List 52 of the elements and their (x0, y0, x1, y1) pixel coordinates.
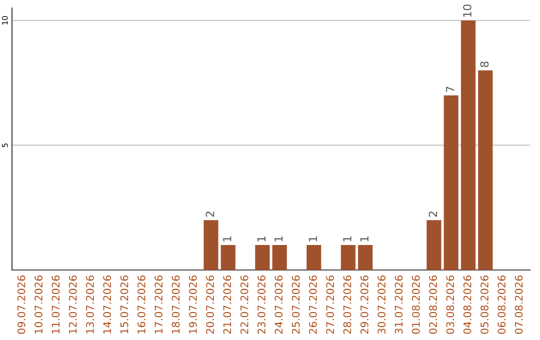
x-tick-label: 15.07.2026 (120, 276, 128, 334)
bar (255, 245, 270, 270)
data-label: 1 (343, 236, 352, 242)
x-tick-label: 13.07.2026 (86, 276, 94, 334)
data-label: 7 (446, 86, 454, 92)
data-label: 1 (257, 236, 266, 242)
bar (272, 245, 287, 270)
x-tick-label: 01.08.2026 (412, 276, 420, 334)
bar (478, 70, 493, 270)
x-tick-label: 06.08.2026 (498, 276, 506, 334)
x-tick-label: 19.07.2026 (188, 276, 197, 334)
bar (340, 245, 356, 270)
data-label: 1 (274, 236, 283, 242)
x-tick-label: 29.07.2026 (360, 276, 368, 334)
data-label: 10 (463, 4, 472, 17)
bar (306, 245, 322, 270)
bar (460, 20, 476, 270)
x-tick-label: 16.07.2026 (138, 276, 146, 334)
x-tick-label: 04.08.2026 (463, 276, 472, 334)
bar (444, 95, 458, 270)
x-tick-label: 02.08.2026 (429, 276, 437, 334)
data-label: 8 (480, 62, 489, 68)
x-tick-label: 03.08.2026 (446, 276, 454, 334)
x-tick-label: 31.07.2026 (394, 276, 403, 334)
data-label: 2 (206, 212, 214, 217)
x-tick-label: 07.08.2026 (514, 276, 523, 334)
x-tick-label: 23.07.2026 (258, 276, 266, 334)
x-tick-label: 14.07.2026 (103, 276, 112, 334)
data-label: 1 (308, 236, 317, 242)
bar (220, 245, 236, 270)
x-tick-label: 18.07.2026 (172, 276, 180, 334)
x-tick-label: 05.08.2026 (480, 276, 488, 334)
bar (358, 245, 373, 270)
bar (204, 220, 218, 270)
x-tick-label: 21.07.2026 (223, 276, 232, 334)
x-tick-label: 17.07.2026 (154, 276, 163, 334)
x-tick-label: 24.07.2026 (274, 276, 283, 334)
x-tick-label: 12.07.2026 (68, 276, 77, 334)
x-tick-label: 26.07.2026 (309, 276, 317, 334)
data-label: 1 (223, 236, 232, 242)
x-tick-label: 11.07.2026 (52, 276, 60, 334)
x-tick-label: 27.07.2026 (326, 276, 334, 334)
data-label: 2 (428, 212, 438, 217)
x-tick-label: 28.07.2026 (343, 276, 352, 334)
data-label: 1 (360, 236, 368, 242)
bar (426, 220, 442, 270)
x-tick-label: 25.07.2026 (292, 276, 300, 334)
x-tick-label: 20.07.2026 (206, 276, 214, 334)
x-tick-label: 10.07.2026 (34, 276, 42, 334)
x-tick-label: 22.07.2026 (240, 276, 248, 334)
x-tick-label: 09.07.2026 (17, 276, 26, 334)
x-tick-label: 30.07.2026 (378, 276, 386, 334)
